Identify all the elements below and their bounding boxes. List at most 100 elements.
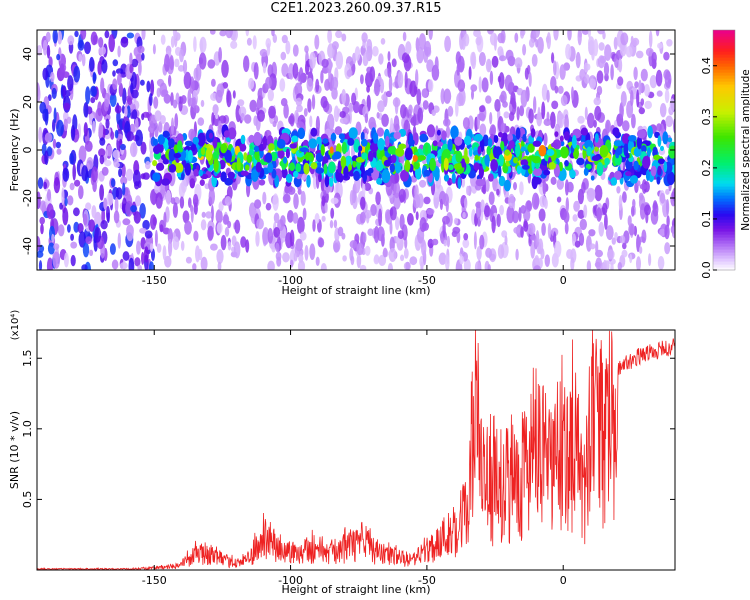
heatmap-noise-blob	[320, 70, 324, 84]
heatmap-noise-blob	[90, 31, 98, 46]
heatmap-signal-blob	[343, 165, 349, 179]
heatmap-noise-blob	[622, 242, 627, 250]
heatmap-noise-blob	[657, 256, 665, 270]
heatmap-noise-blob	[74, 179, 81, 187]
heatmap-signal-blob	[447, 138, 453, 152]
heatmap-noise-blob	[65, 90, 71, 97]
heatmap-noise-blob	[89, 249, 94, 256]
heatmap-noise-blob	[70, 233, 74, 241]
heatmap-noise-blob	[604, 213, 608, 230]
heatmap-noise-blob	[604, 44, 612, 61]
heatmap-noise-blob	[115, 187, 123, 200]
heatmap-signal-blob	[548, 162, 557, 170]
heatmap-noise-blob	[180, 240, 185, 251]
heatmap-noise-blob	[523, 220, 529, 232]
line-y-tick-label: 0.5	[21, 491, 34, 509]
heatmap-noise-blob	[397, 230, 404, 240]
heatmap-signal-blob	[246, 154, 253, 163]
heatmap-noise-blob	[141, 113, 145, 121]
heatmap-noise-blob	[565, 43, 572, 60]
heatmap-noise-blob	[362, 232, 367, 244]
heatmap-noise-blob	[100, 77, 105, 94]
heatmap-noise-blob	[533, 265, 541, 270]
heatmap-noise-blob	[198, 248, 203, 261]
heatmap-noise-blob	[508, 193, 515, 209]
heatmap-signal-blob	[559, 135, 564, 142]
heatmap-signal-blob	[583, 167, 589, 176]
heatmap-signal-blob	[633, 147, 642, 157]
heatmap-signal-blob	[162, 130, 170, 138]
heatmap-noise-blob	[445, 254, 450, 270]
heatmap-noise-blob	[617, 76, 624, 86]
heatmap-noise-blob	[653, 200, 658, 210]
heatmap-noise-blob	[126, 32, 135, 39]
heatmap-noise-blob	[67, 195, 74, 206]
heatmap-noise-blob	[53, 243, 60, 250]
heatmap-noise-blob	[154, 122, 159, 138]
heatmap-noise-blob	[359, 211, 366, 224]
line-frame	[36, 329, 676, 571]
heatmap-signal-blob	[443, 157, 449, 171]
heatmap-signal-blob	[662, 131, 669, 145]
colorbar-segment	[713, 165, 735, 169]
heatmap-noise-blob	[125, 200, 133, 217]
line-x-tick-label: 0	[560, 574, 567, 587]
heatmap-signal-blob	[178, 146, 184, 153]
heatmap-noise-blob	[535, 230, 540, 248]
heatmap-signal-blob	[341, 141, 347, 155]
heatmap-signal-blob	[236, 157, 241, 171]
heatmap-noise-blob	[538, 208, 546, 222]
heatmap-noise-blob	[566, 249, 573, 259]
heatmap-noise-blob	[184, 220, 192, 235]
heatmap-noise-blob	[588, 36, 595, 51]
heatmap-noise-blob	[446, 235, 450, 248]
heatmap-noise-blob	[39, 200, 47, 212]
heatmap-noise-blob	[72, 163, 76, 181]
heatmap-noise-blob	[110, 178, 116, 188]
heatmap-signal-blob	[448, 164, 454, 171]
heatmap-noise-blob	[483, 205, 491, 218]
heatmap-noise-blob	[267, 260, 275, 270]
heatmap-noise-blob	[64, 197, 68, 207]
heatmap-noise-blob	[128, 257, 135, 270]
heatmap-noise-blob	[210, 30, 216, 35]
heatmap-noise-blob	[657, 42, 663, 49]
heatmap-noise-blob	[546, 89, 550, 103]
heatmap-signal-blob	[571, 135, 577, 149]
heatmap-noise-blob	[117, 72, 122, 86]
heatmap-noise-blob	[405, 261, 411, 270]
heatmap-noise-blob	[388, 248, 397, 262]
heatmap-signal-blob	[315, 167, 325, 174]
heatmap-signal-blob	[253, 131, 262, 146]
heatmap-signal-blob	[532, 140, 542, 147]
heatmap-noise-blob	[218, 47, 223, 63]
heatmap-noise-blob	[113, 210, 120, 224]
heatmap-noise-blob	[131, 58, 139, 68]
heatmap-noise-blob	[321, 58, 329, 68]
heatmap-noise-blob	[554, 85, 559, 94]
heatmap-noise-blob	[421, 88, 428, 98]
heatmap-signal-blob	[441, 130, 447, 141]
heatmap-noise-blob	[182, 210, 190, 224]
heatmap-noise-blob	[164, 54, 170, 72]
heatmap-noise-blob	[273, 227, 281, 238]
heatmap-noise-blob	[298, 254, 304, 263]
heatmap-noise-blob	[466, 185, 470, 196]
heatmap-noise-blob	[37, 177, 44, 190]
heatmap-noise-blob	[588, 229, 596, 237]
colorbar-segment	[713, 186, 735, 190]
heatmap-signal-blob	[244, 164, 250, 171]
heatmap-noise-blob	[400, 104, 407, 119]
heatmap-noise-blob	[375, 191, 381, 205]
colorbar-segment	[713, 51, 735, 55]
heatmap-noise-blob	[666, 39, 673, 47]
heatmap-noise-blob	[298, 67, 304, 85]
heatmap-signal-blob	[212, 151, 219, 161]
line-x-tick-label: -100	[278, 574, 303, 587]
heatmap-noise-blob	[145, 161, 151, 170]
heatmap-noise-blob	[563, 210, 570, 224]
heatmap-noise-blob	[489, 112, 493, 125]
heatmap-noise-blob	[602, 259, 607, 270]
heatmap-noise-blob	[174, 113, 179, 130]
heatmap-y-tick-label: 0	[21, 147, 34, 154]
